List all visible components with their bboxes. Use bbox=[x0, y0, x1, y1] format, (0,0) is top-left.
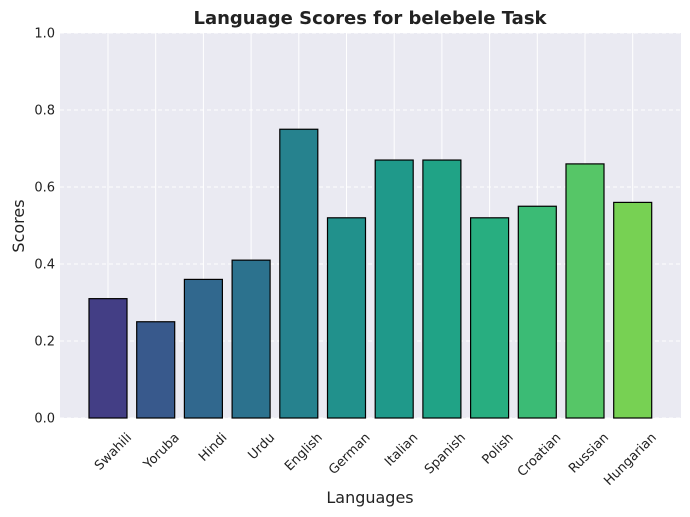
bar-spanish bbox=[422, 159, 462, 419]
bar-urdu bbox=[231, 259, 271, 419]
chart-title: Language Scores for belebele Task bbox=[193, 8, 547, 29]
y-tick-label: 0.6 bbox=[34, 181, 55, 196]
x-axis-label: Languages bbox=[326, 488, 413, 507]
x-tick-label: Spanish bbox=[422, 430, 469, 477]
bar-polish bbox=[470, 217, 510, 419]
bar-swahili bbox=[88, 298, 128, 419]
y-tick-label: 0.8 bbox=[34, 104, 55, 119]
x-tick-label: English bbox=[282, 430, 326, 474]
y-tick-label: 0.2 bbox=[34, 335, 55, 350]
x-tick-label: Russian bbox=[566, 430, 612, 476]
bar-german bbox=[326, 217, 367, 419]
bar-croatian bbox=[517, 205, 557, 419]
x-tick-label: German bbox=[326, 430, 373, 477]
y-tick-label: 0.4 bbox=[34, 258, 55, 273]
bar-italian bbox=[374, 159, 414, 419]
y-tick-label: 0.0 bbox=[34, 412, 55, 427]
x-tick-label: Yoruba bbox=[140, 430, 182, 472]
bar-hungarian bbox=[613, 201, 653, 419]
x-tick-label: Croatian bbox=[515, 430, 564, 479]
bar-russian bbox=[565, 163, 605, 419]
y-axis-label: Scores bbox=[9, 199, 28, 252]
bar-english bbox=[279, 128, 319, 419]
x-axis-ticks: Swahili Yoruba Hindi Urdu English German Itali… bbox=[92, 430, 660, 488]
bar-hindi bbox=[183, 278, 223, 419]
x-tick-label: Hindi bbox=[196, 430, 230, 464]
x-tick-label: Italian bbox=[382, 430, 421, 469]
x-tick-label: Polish bbox=[479, 430, 516, 467]
x-tick-label: Urdu bbox=[246, 430, 279, 463]
y-axis-ticks: 0.0 0.2 0.4 0.6 0.8 1.0 bbox=[34, 27, 55, 427]
y-tick-label: 1.0 bbox=[34, 27, 55, 42]
x-tick-label: Swahili bbox=[92, 430, 135, 473]
bars bbox=[88, 128, 653, 419]
bar-yoruba bbox=[136, 321, 176, 419]
